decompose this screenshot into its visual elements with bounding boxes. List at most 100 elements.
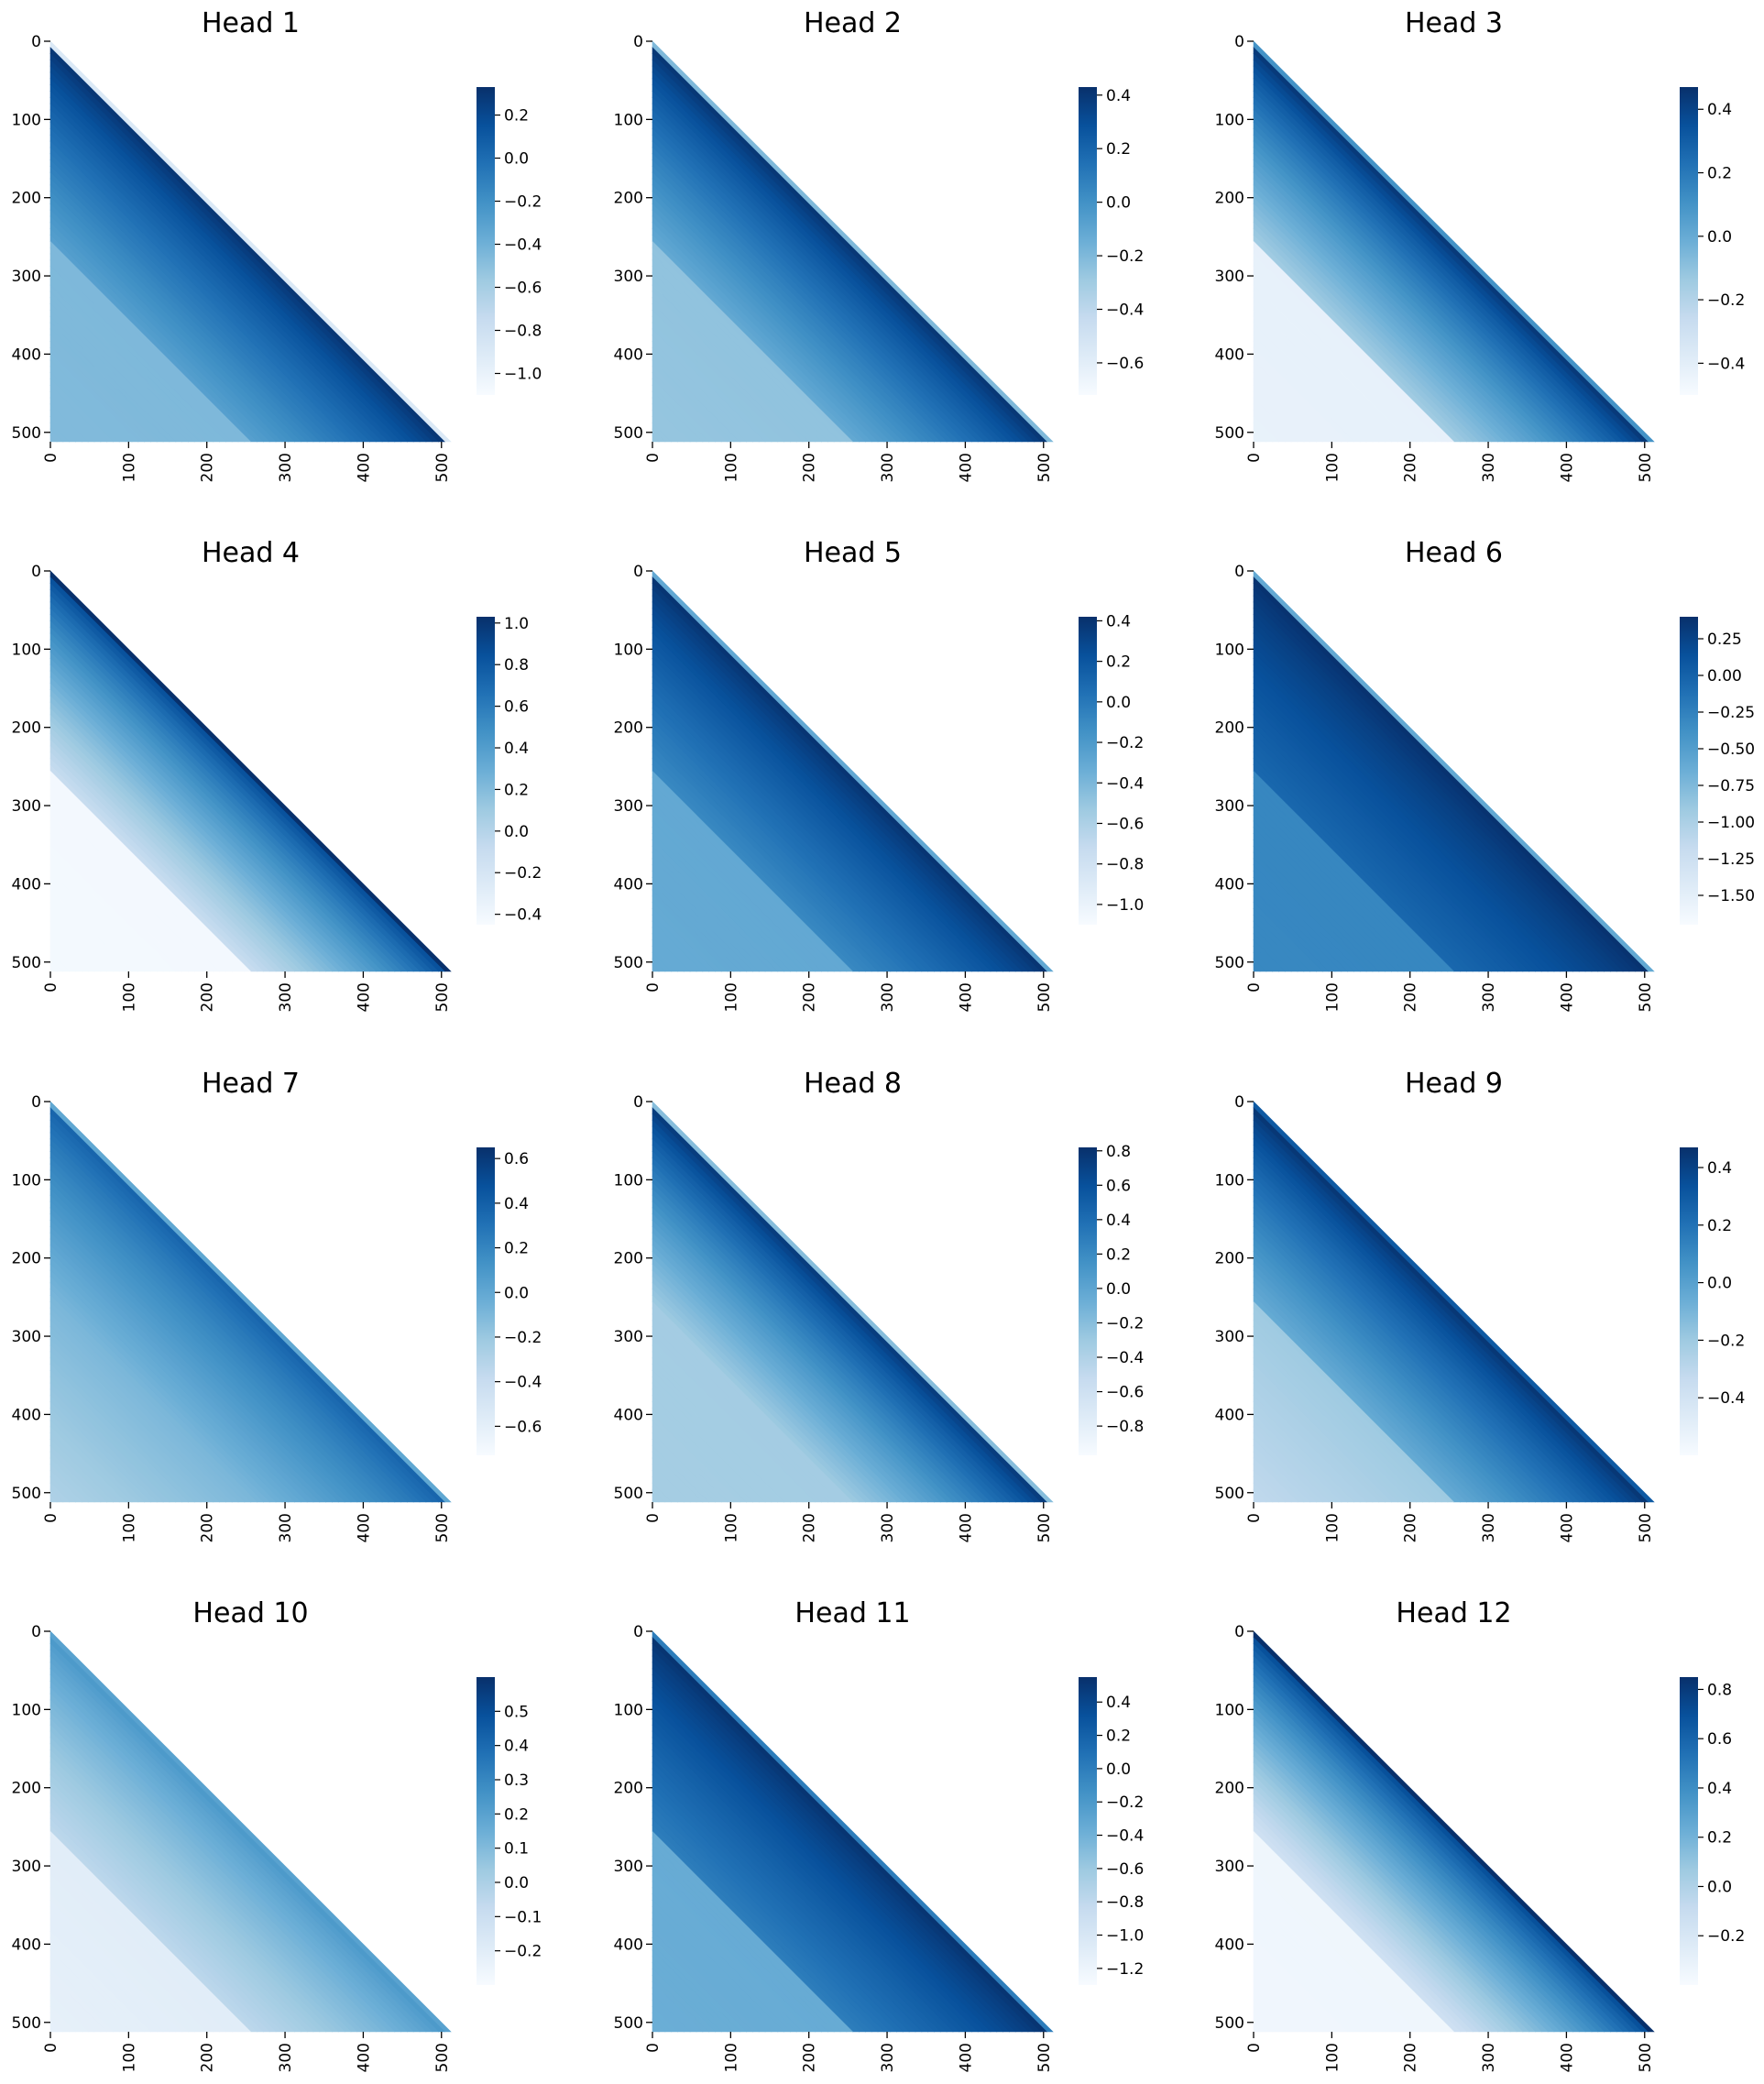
y-tick-label: 400	[12, 875, 41, 894]
colorbar-tick-label: −0.2	[504, 193, 542, 212]
colorbar	[1079, 87, 1097, 395]
x-tick-label: 300	[1480, 453, 1498, 482]
heatmap-cells	[652, 1630, 1054, 2033]
x-tick-label: 100	[722, 453, 740, 482]
colorbar-tick-label: 0.0	[504, 823, 529, 841]
y-tick-label: 100	[12, 641, 41, 659]
x-tick-label: 200	[199, 2043, 217, 2072]
colorbar-tick-label: 0.00	[1707, 667, 1742, 686]
x-tick-label: 0	[1245, 982, 1264, 993]
x-tick-label: 200	[801, 2043, 819, 2072]
colorbar-tick-label: −0.2	[504, 1329, 542, 1347]
panel-title: Head 7	[202, 1068, 300, 1100]
colorbar-tick-label: −0.50	[1707, 740, 1755, 759]
x-tick-label: 100	[722, 1513, 740, 1542]
y-tick-label: 200	[614, 1250, 643, 1268]
x-tick-label: 300	[879, 1513, 897, 1542]
panel-title: Head 3	[1405, 7, 1503, 39]
x-tick-label: 400	[1558, 453, 1576, 482]
y-tick-label: 400	[1215, 1936, 1244, 1954]
y-tick-label: 100	[1215, 1171, 1244, 1190]
y-tick-label: 100	[12, 1701, 41, 1719]
heatmap-band	[49, 434, 58, 443]
colorbar-tick-label: −0.6	[1106, 1384, 1144, 1402]
colorbar	[477, 617, 495, 925]
colorbar-tick-label: 0.2	[1106, 140, 1131, 159]
x-tick-label: 0	[42, 2043, 60, 2053]
y-tick-label: 300	[1215, 1328, 1244, 1346]
colorbar-tick-label: 0.2	[504, 1240, 529, 1258]
colorbar-tick-label: 0.0	[1106, 194, 1131, 213]
y-tick-label: 200	[1215, 1780, 1244, 1798]
panel-title: Head 2	[804, 7, 902, 39]
y-tick-label: 500	[1215, 1485, 1244, 1503]
heatmap-panel-1: Head 10 100 200 300 400 50001002003004005000.…	[12, 7, 542, 482]
panel-title: Head 9	[1405, 1068, 1503, 1100]
colorbar	[1680, 87, 1698, 395]
heatmap-band	[1253, 434, 1261, 443]
colorbar-tick-label: −0.75	[1707, 777, 1755, 795]
x-tick-label: 300	[277, 982, 295, 1012]
y-tick-label: 400	[12, 1936, 41, 1954]
colorbar-tick-label: 0.2	[1106, 653, 1131, 672]
colorbar-tick-label: −0.6	[1106, 815, 1144, 833]
colorbar-tick-label: 0.4	[1106, 1694, 1131, 1712]
x-tick-label: 0	[1245, 1513, 1264, 1523]
x-tick-label: 0	[644, 2043, 663, 2053]
colorbar	[477, 87, 495, 395]
heatmap-band	[1253, 964, 1261, 972]
colorbar-tick-label: −0.8	[1106, 1893, 1144, 1912]
heatmap-cells	[652, 40, 1054, 443]
x-tick-label: 400	[355, 2043, 373, 2072]
colorbar-tick-label: 0.3	[504, 1771, 529, 1790]
y-tick-label: 200	[12, 1780, 41, 1798]
colorbar-tick-label: 1.0	[504, 615, 529, 633]
y-tick-label: 400	[614, 1406, 643, 1424]
colorbar-tick-label: 0.2	[1707, 1217, 1732, 1235]
x-tick-label: 200	[1402, 1513, 1420, 1542]
x-tick-label: 0	[1245, 453, 1264, 463]
colorbar-tick-label: 0.0	[504, 1874, 529, 1892]
colorbar-tick-label: −0.6	[504, 1418, 542, 1436]
y-tick-label: 500	[1215, 954, 1244, 972]
colorbar	[1079, 1677, 1097, 1985]
y-tick-label: 100	[12, 1171, 41, 1190]
x-tick-label: 300	[1480, 1513, 1498, 1542]
y-tick-label: 0	[633, 563, 643, 581]
x-tick-label: 500	[433, 982, 452, 1012]
x-tick-label: 400	[957, 1513, 975, 1542]
colorbar-tick-label: 0.4	[1707, 1780, 1732, 1798]
y-tick-label: 0	[1234, 33, 1244, 51]
colorbar-tick-label: −0.4	[504, 906, 542, 925]
y-tick-label: 200	[1215, 1250, 1244, 1268]
x-tick-label: 400	[355, 1513, 373, 1542]
colorbar-tick-label: −0.4	[1106, 302, 1144, 320]
x-tick-label: 500	[1637, 982, 1655, 1012]
y-tick-label: 100	[614, 1171, 643, 1190]
colorbar-tick-label: −0.8	[1106, 856, 1144, 874]
colorbar-tick-label: 0.8	[1707, 1681, 1732, 1699]
y-tick-label: 0	[633, 33, 643, 51]
y-tick-label: 300	[12, 268, 41, 286]
colorbar-tick-label: −0.8	[1106, 1418, 1144, 1436]
colorbar-tick-label: −0.2	[1106, 1793, 1144, 1812]
y-tick-label: 0	[31, 1623, 41, 1641]
heatmap-cells	[49, 1101, 452, 1503]
y-tick-label: 100	[614, 641, 643, 659]
y-tick-label: 500	[614, 424, 643, 443]
x-tick-label: 500	[1035, 453, 1054, 482]
y-tick-label: 300	[1215, 1858, 1244, 1876]
heatmap-panel-2: Head 20 100 200 300 400 50001002003004005000.…	[614, 7, 1145, 482]
colorbar-tick-label: −0.6	[1106, 1860, 1144, 1879]
colorbar-tick-label: 0.0	[504, 1284, 529, 1302]
colorbar	[1680, 1677, 1698, 1985]
x-tick-label: 200	[199, 1513, 217, 1542]
y-tick-label: 0	[1234, 1093, 1244, 1112]
panel-title: Head 10	[192, 1597, 308, 1629]
heatmap-panel-11: Head 110 100 200 300 400 50001002003004005000…	[614, 1597, 1145, 2072]
heatmap-band	[652, 2024, 660, 2033]
colorbar-tick-label: 0.0	[1106, 694, 1131, 712]
heatmap-cells	[49, 40, 452, 443]
heatmap-panel-9: Head 90 100 200 300 400 50001002003004005000.…	[1215, 1068, 1746, 1542]
colorbar-tick-label: −0.2	[504, 1943, 542, 1961]
